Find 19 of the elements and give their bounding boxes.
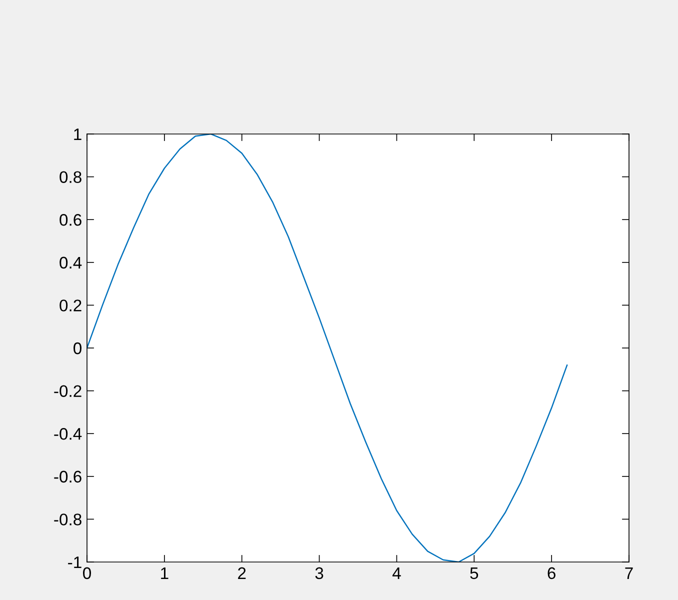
x-tick-label: 5 — [470, 567, 478, 580]
x-tick-label: 0 — [83, 567, 91, 580]
x-tick-label: 6 — [548, 567, 556, 580]
y-tick-label: 0 — [74, 342, 82, 354]
y-tick-label: -0.4 — [54, 428, 82, 440]
y-tick-label: -0.8 — [54, 514, 82, 526]
y-tick-label: -1 — [68, 556, 82, 568]
y-tick-label: 0.6 — [60, 214, 82, 226]
y-tick-label: -0.2 — [54, 385, 82, 398]
y-tick-label: 1 — [74, 128, 82, 140]
x-tick-label: 7 — [625, 567, 633, 579]
y-tick-label: 0.4 — [60, 256, 82, 269]
x-tick-label: 4 — [392, 567, 401, 579]
x-tick-label: 2 — [238, 567, 246, 579]
y-tick-label: -0.6 — [54, 470, 82, 483]
y-tick-label: 0.8 — [60, 171, 82, 184]
x-tick-label: 3 — [315, 567, 324, 580]
x-tick-label: 1 — [161, 567, 168, 579]
y-tick-label: 0.2 — [60, 300, 82, 312]
